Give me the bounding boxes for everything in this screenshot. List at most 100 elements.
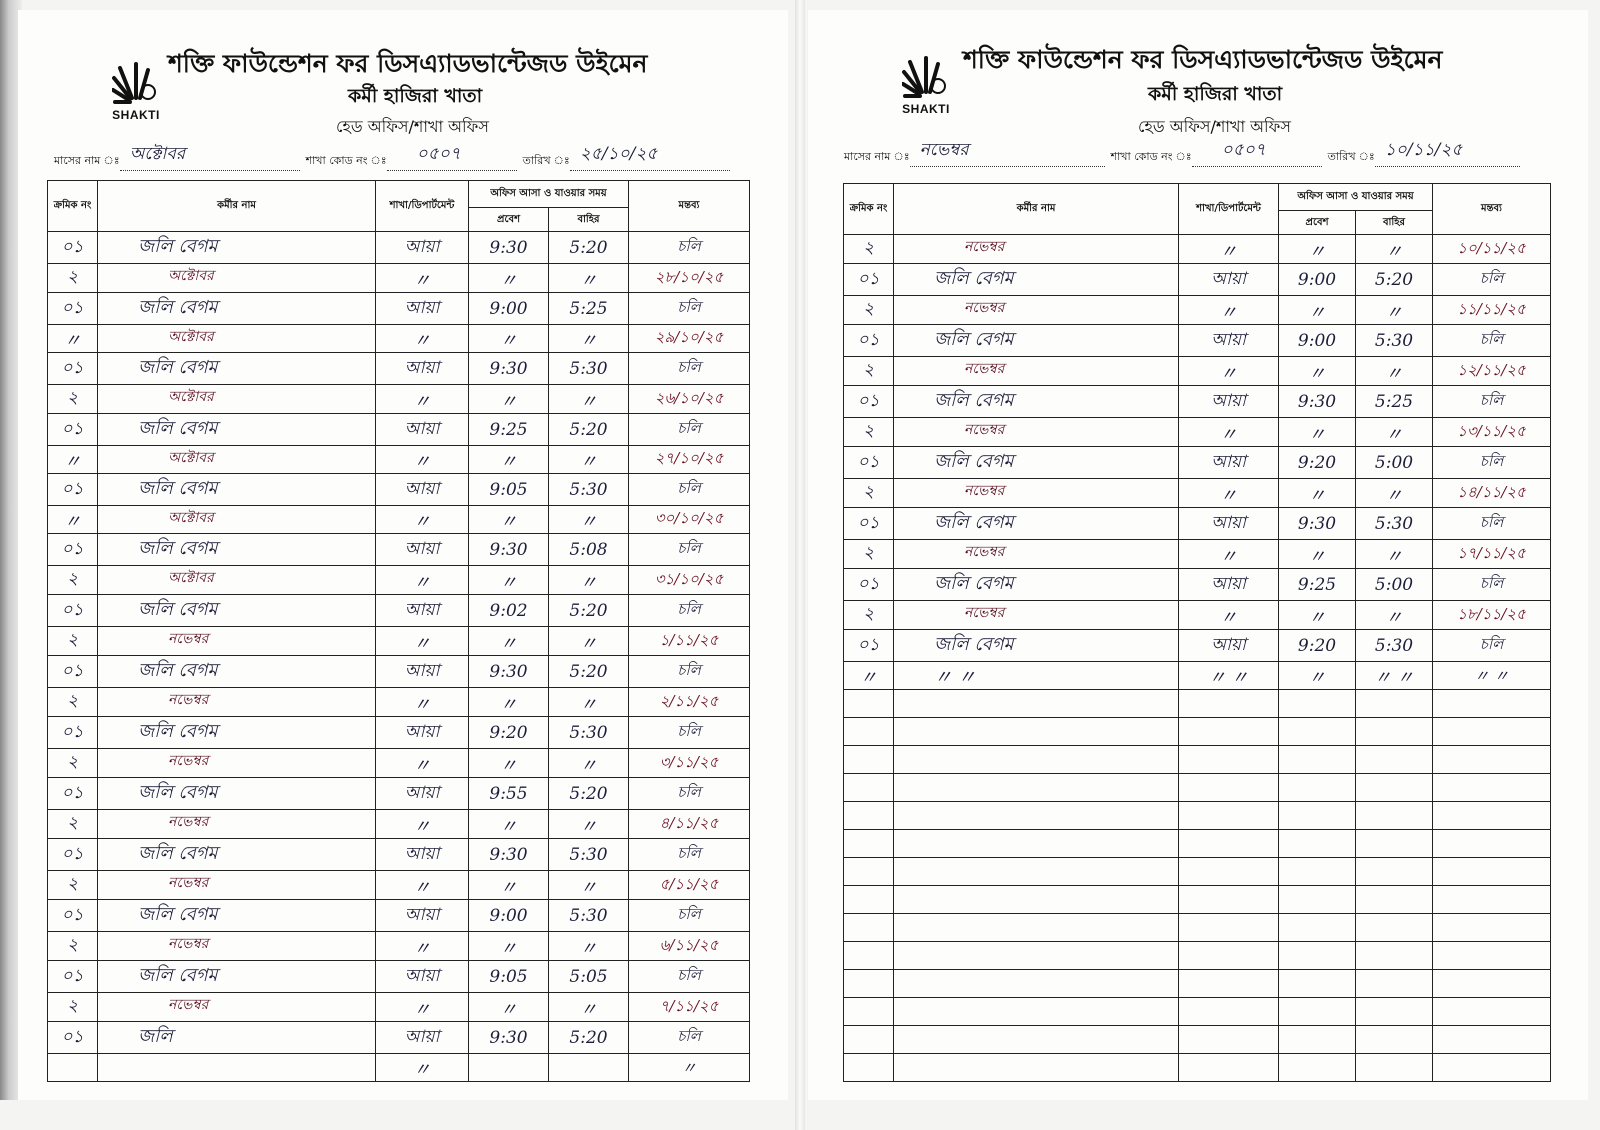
branch-code-label: শাখা কোড নং ঃ	[305, 154, 387, 167]
month-label: মাসের নাম ঃ	[844, 150, 910, 163]
cell-department	[1178, 1053, 1279, 1082]
cell-remark: ১১/১১/২৫	[1432, 295, 1552, 325]
cell-serial: ২	[843, 600, 894, 630]
cell-serial: 〃	[47, 505, 98, 534]
cell-entry-time: 〃	[1278, 661, 1356, 690]
table-row: ০১ জলি আয়া 9:30 5:20 চলি	[47, 1021, 751, 1054]
table-row	[843, 885, 1552, 914]
cell-name: জলি	[97, 1021, 376, 1054]
cell-department: 〃	[375, 626, 469, 656]
cell-serial: ২	[47, 687, 98, 717]
table-row: 〃 অক্টোবর 〃〃〃 ৩০/১০/২৫	[47, 505, 751, 534]
col-entry: প্রবেশ	[468, 207, 549, 232]
cell-exit-time: 〃 〃	[1354, 661, 1434, 690]
cell-exit-time: 5:00	[1354, 568, 1434, 601]
cell-exit-time: 5:20	[547, 413, 630, 446]
cell-serial: 〃	[47, 445, 98, 474]
cell-exit-time: 〃	[547, 565, 630, 595]
cell-serial: ০১	[843, 568, 894, 601]
cell-department: 〃	[1178, 234, 1279, 264]
cell-entry-time: 〃	[1278, 234, 1356, 264]
cell-department: 〃	[1178, 417, 1279, 447]
cell-exit-time: 〃	[1354, 356, 1434, 386]
table-row: ২ নভেম্বর 〃〃〃 ১২/১১/২৫	[843, 356, 1552, 386]
cell-exit-time: 5:30	[547, 838, 630, 871]
cell-name	[893, 745, 1179, 774]
table-row: ২ নভেম্বর 〃〃〃 ১/১১/২৫	[47, 626, 751, 656]
table-row: ০১ জলি বেগম আয়া 9:05 5:30 চলি	[47, 473, 751, 506]
cell-exit-time: 5:20	[547, 231, 630, 264]
cell-department: আয়া	[375, 777, 469, 810]
cell-entry-time: 〃	[468, 324, 549, 353]
col-entry: প্রবেশ	[1278, 210, 1356, 235]
cell-name: অক্টোবর	[97, 505, 376, 534]
month-label: মাসের নাম ঃ	[54, 154, 120, 167]
cell-remark: চলি	[628, 292, 751, 325]
cell-entry-time: 〃	[1278, 356, 1356, 386]
cell-department: আয়া	[375, 473, 469, 506]
cell-serial	[843, 717, 894, 746]
table-row: ২ নভেম্বর 〃〃〃 ২/১১/২৫	[47, 687, 751, 717]
table-row: ০১ জলি বেগম আয়া 9:30 5:30 চলি	[47, 352, 751, 385]
table-row: ২ অক্টোবর 〃〃〃 ২৬/১০/২৫	[47, 384, 751, 414]
cell-department: আয়া	[375, 1021, 469, 1054]
cell-name: নভেম্বর	[97, 809, 376, 839]
cell-department: 〃	[375, 384, 469, 414]
cell-name: নভেম্বর	[893, 478, 1179, 508]
cell-serial	[843, 1053, 894, 1082]
cell-department	[1178, 969, 1279, 998]
table-row	[843, 941, 1552, 970]
table-row: ২ নভেম্বর 〃〃〃 ৬/১১/২৫	[47, 931, 751, 961]
cell-serial	[843, 829, 894, 858]
cell-entry-time	[1278, 801, 1356, 830]
cell-remark: ২৯/১০/২৫	[628, 324, 751, 353]
cell-name: অক্টোবর	[97, 445, 376, 474]
cell-serial	[843, 941, 894, 970]
cell-serial	[843, 857, 894, 886]
cell-exit-time: 5:30	[1354, 629, 1434, 662]
cell-serial	[843, 913, 894, 942]
cell-remark	[1432, 1025, 1552, 1054]
cell-department: 〃	[1178, 356, 1279, 386]
cell-name	[893, 1025, 1179, 1054]
cell-entry-time: 9:30	[468, 533, 549, 566]
table-row: ২ নভেম্বর 〃〃〃 ৫/১১/২৫	[47, 870, 751, 900]
table-row: ০১ জলি বেগম আয়া 9:05 5:05 চলি	[47, 960, 751, 993]
cell-entry-time: 9:00	[1278, 324, 1356, 357]
cell-remark: চলি	[628, 777, 751, 810]
col-remarks: মন্তব্য	[1432, 183, 1552, 235]
cell-name: জলি বেগম	[97, 473, 376, 506]
cell-exit-time	[1354, 745, 1434, 774]
cell-remark: চলি	[628, 352, 751, 385]
table-row: ০১ জলি বেগম আয়া 9:30 5:20 চলি	[47, 655, 751, 688]
cell-exit-time: 5:25	[547, 292, 630, 325]
cell-department	[1178, 717, 1279, 746]
cell-department	[1178, 885, 1279, 914]
cell-department: 〃	[375, 809, 469, 839]
cell-entry-time: 9:55	[468, 777, 549, 810]
cell-exit-time: 〃	[1354, 417, 1434, 447]
right-page: SHAKTI শক্তি ফাউন্ডেশন ফর ডিসএ্যাডভান্টে…	[808, 10, 1588, 1100]
cell-remark: ৩১/১০/২৫	[628, 565, 751, 595]
cell-exit-time: 〃	[547, 505, 630, 534]
cell-department: 〃	[375, 263, 469, 293]
cell-entry-time: 9:25	[468, 413, 549, 446]
cell-remark: ১৩/১১/২৫	[1432, 417, 1552, 447]
cell-serial: ২	[47, 748, 98, 778]
cell-exit-time: 〃	[1354, 295, 1434, 325]
cell-exit-time: 〃	[547, 687, 630, 717]
cell-exit-time: 5:20	[547, 777, 630, 810]
cell-remark: ২/১১/২৫	[628, 687, 751, 717]
table-row	[843, 1053, 1552, 1082]
cell-remark: চলি	[1432, 385, 1552, 418]
attendance-table: ক্রমিক নং কর্মীর নাম শাখা/ডিপার্টমেন্ট অ…	[47, 180, 751, 1082]
cell-exit-time: 〃	[1354, 600, 1434, 630]
org-name: শক্তি ফাউন্ডেশন ফর ডিসএ্যাডভান্টেজড উইমে…	[963, 45, 1443, 74]
cell-name: নভেম্বর	[893, 417, 1179, 447]
cell-exit-time: 〃	[547, 992, 630, 1022]
table-row	[843, 829, 1552, 858]
org-name: শক্তি ফাউন্ডেশন ফর ডিসএ্যাডভান্টেজড উইমে…	[168, 49, 648, 78]
table-row	[843, 745, 1552, 774]
col-time-group: অফিস আসা ও যাওয়ার সময়	[467, 180, 630, 208]
cell-exit-time	[547, 1053, 630, 1082]
